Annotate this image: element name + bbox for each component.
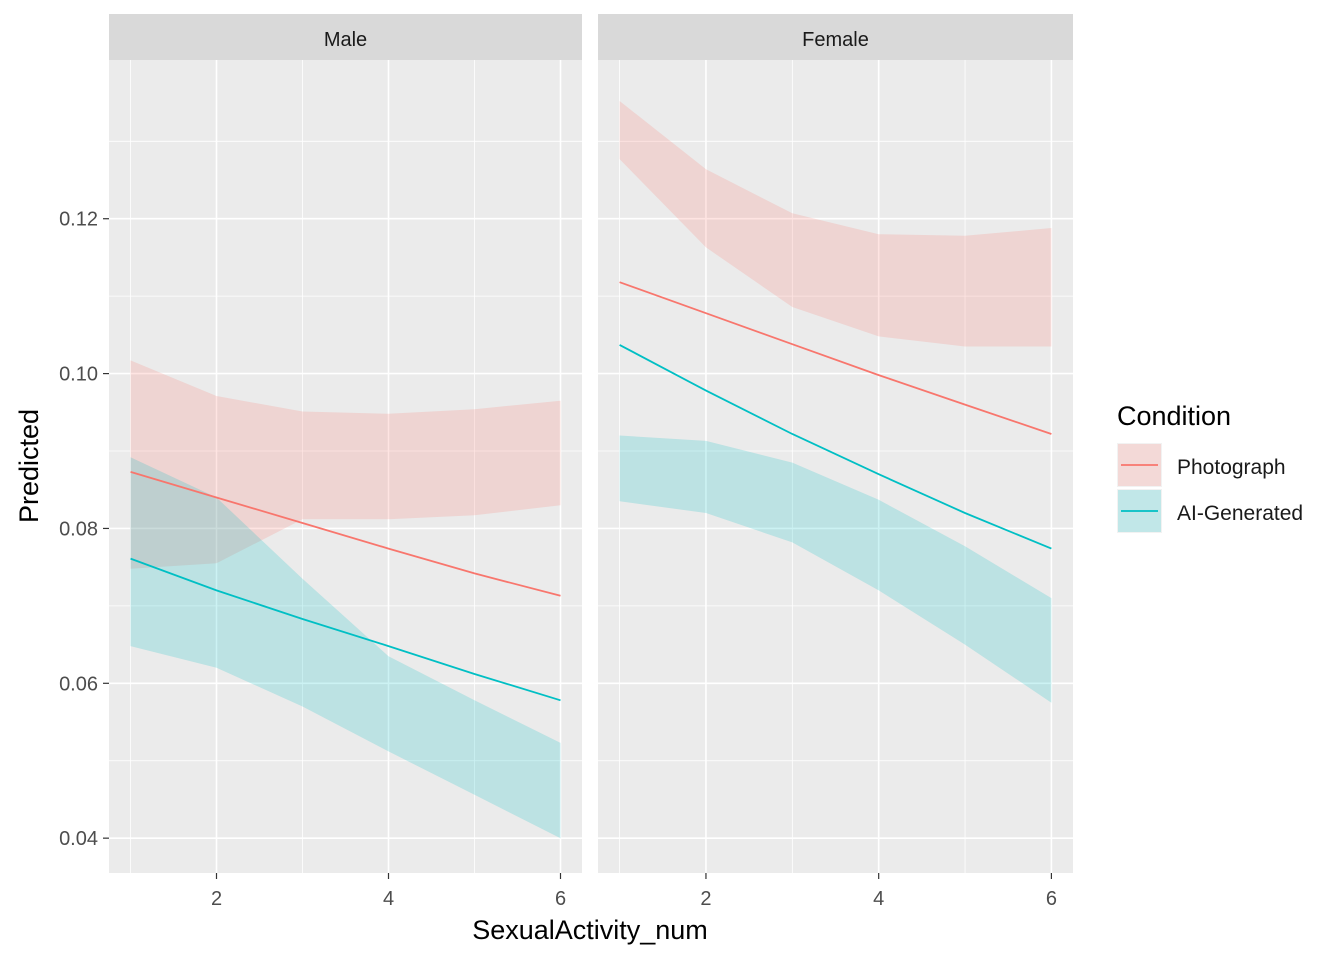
line-ai-generated-female [619,344,1052,550]
y-axis: 0.04 0.06 0.08 0.10 0.12 [59,209,109,850]
x-tick-label: 4 [383,888,394,910]
panel-background [109,60,582,873]
x-tick-label: 6 [1046,888,1057,910]
ribbon-photograph-male [130,360,561,569]
ribbon-ai-generated-female [619,435,1052,703]
facet-strip [109,14,582,60]
x-axis-title: SexualActivity_num [472,915,708,945]
legend-item-ai-generated: AI-Generated [1117,489,1303,533]
y-axis-title: Predicted [14,409,44,523]
x-tick-label: 4 [873,888,884,910]
x-axis-female: 2 4 6 [700,873,1057,910]
line-photograph-female [619,281,1052,435]
panel-female: Female [598,14,1073,873]
ribbon-ai-generated-male [130,457,561,839]
legend-label-ai-generated: AI-Generated [1177,502,1303,525]
facet-label-male: Male [324,29,367,51]
y-tick-label: 0.04 [59,828,98,850]
y-tick-label: 0.12 [59,209,98,231]
x-axis-male: 2 4 6 [211,873,566,910]
y-tick-label: 0.10 [59,364,98,386]
x-tick-label: 6 [555,888,566,910]
panel-background [598,60,1073,873]
x-tick-label: 2 [700,888,711,910]
facet-label-female: Female [802,29,869,51]
y-tick-label: 0.08 [59,518,98,540]
legend-title: Condition [1117,401,1231,431]
line-photograph-male [130,471,561,597]
facet-strip [598,14,1073,60]
legend-item-photograph: Photograph [1117,443,1286,487]
line-ai-generated-male [130,557,561,702]
x-tick-label: 2 [211,888,222,910]
y-tick-label: 0.06 [59,673,98,695]
legend-label-photograph: Photograph [1177,456,1286,479]
panels-layer: 0.04 0.06 0.08 0.10 0.12 Male 2 4 6 Female 2 4 6 [59,14,1073,910]
ribbon-photograph-female [619,101,1052,347]
panel-male: Male [109,14,582,873]
axis-layer: Predicted SexualActivity_num [14,409,708,945]
legend: Condition Photograph AI-Generated [1117,401,1303,533]
